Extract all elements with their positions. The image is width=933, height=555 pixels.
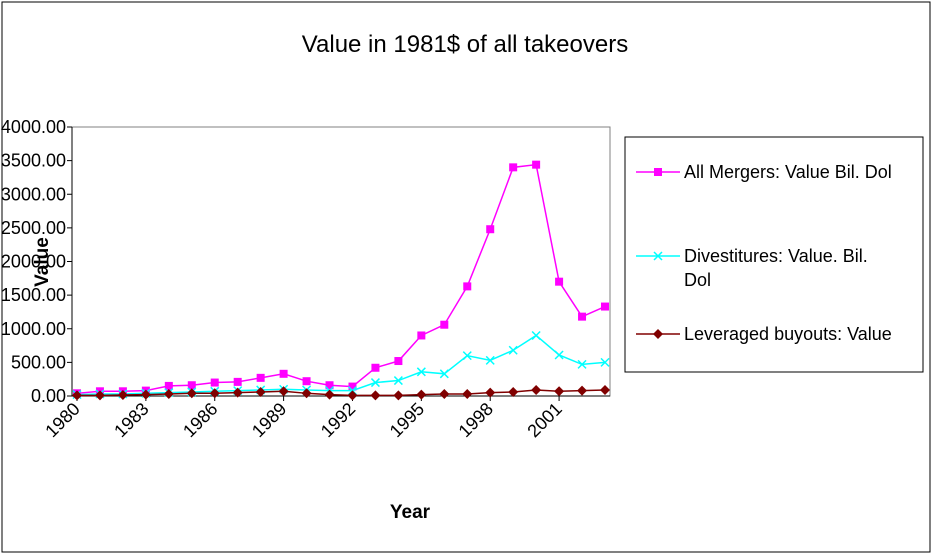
data-point [186,388,197,399]
y-tick-label: 2000.00 [1,252,66,272]
y-tick-label: 3500.00 [1,151,66,171]
data-point [255,386,266,397]
data-point [462,388,473,399]
data-point [440,320,449,329]
data-point [508,345,518,355]
data-point [393,376,403,386]
legend-label: Divestitures: Value. Bil. Dol [684,246,868,290]
data-point [554,386,565,397]
y-axis-label: Value [32,237,53,287]
data-point [117,389,128,400]
data-point [256,373,265,382]
data-point [531,330,541,341]
data-point [462,351,472,361]
data-point [72,390,82,401]
data-point [601,302,609,311]
data-point [439,369,449,379]
data-point [531,384,542,395]
data-point [302,377,311,386]
data-point [439,388,450,399]
legend-label: Leveraged buyouts: Value [684,324,892,344]
data-point [463,282,472,291]
data-point [163,388,174,399]
data-point [371,363,380,372]
data-point [486,225,495,234]
data-point [555,277,564,286]
data-point [209,388,220,399]
data-point [324,389,335,400]
data-point [394,357,403,366]
data-point [370,378,380,388]
data-point [393,390,404,401]
data-point [577,359,587,369]
data-point [508,386,519,397]
data-point [279,369,288,378]
data-point [370,390,381,401]
data-point [554,350,564,360]
chart-title: Value in 1981$ of all takeovers [302,31,628,58]
series-line [76,334,606,396]
data-point [600,384,610,395]
data-point [210,378,219,387]
data-point [278,386,289,397]
data-point [485,387,496,398]
y-tick-label: 2500.00 [1,218,66,238]
data-point [325,381,334,390]
data-point [577,385,588,396]
data-point [578,312,587,321]
data-point [347,390,358,401]
data-point [600,357,610,367]
data-point [532,160,541,169]
y-tick-label: 1500.00 [1,285,66,305]
data-point [140,389,151,400]
data-point [94,390,105,401]
data-point [232,387,243,398]
y-tick-label: 4000.00 [1,117,66,137]
y-tick-label: 1000.00 [1,319,66,339]
x-axis-label: Year [390,502,431,523]
data-point [348,382,357,391]
legend-marker [653,251,663,261]
y-tick-label: 3000.00 [1,184,66,204]
data-point [301,388,312,399]
y-tick-label: 500.00 [11,352,66,372]
data-point [233,377,242,386]
legend-marker [653,329,663,339]
data-point [509,163,518,172]
y-tick-label: 0.00 [31,386,66,406]
legend-box [624,136,924,373]
data-point [416,367,426,377]
plot-area [71,126,611,397]
data-point [164,381,173,390]
data-point [416,389,427,400]
data-point [417,331,426,340]
data-point [485,355,495,365]
legend-label: All Mergers: Value Bil. Dol [684,162,892,182]
data-point [187,381,196,390]
legend-marker [654,168,662,176]
